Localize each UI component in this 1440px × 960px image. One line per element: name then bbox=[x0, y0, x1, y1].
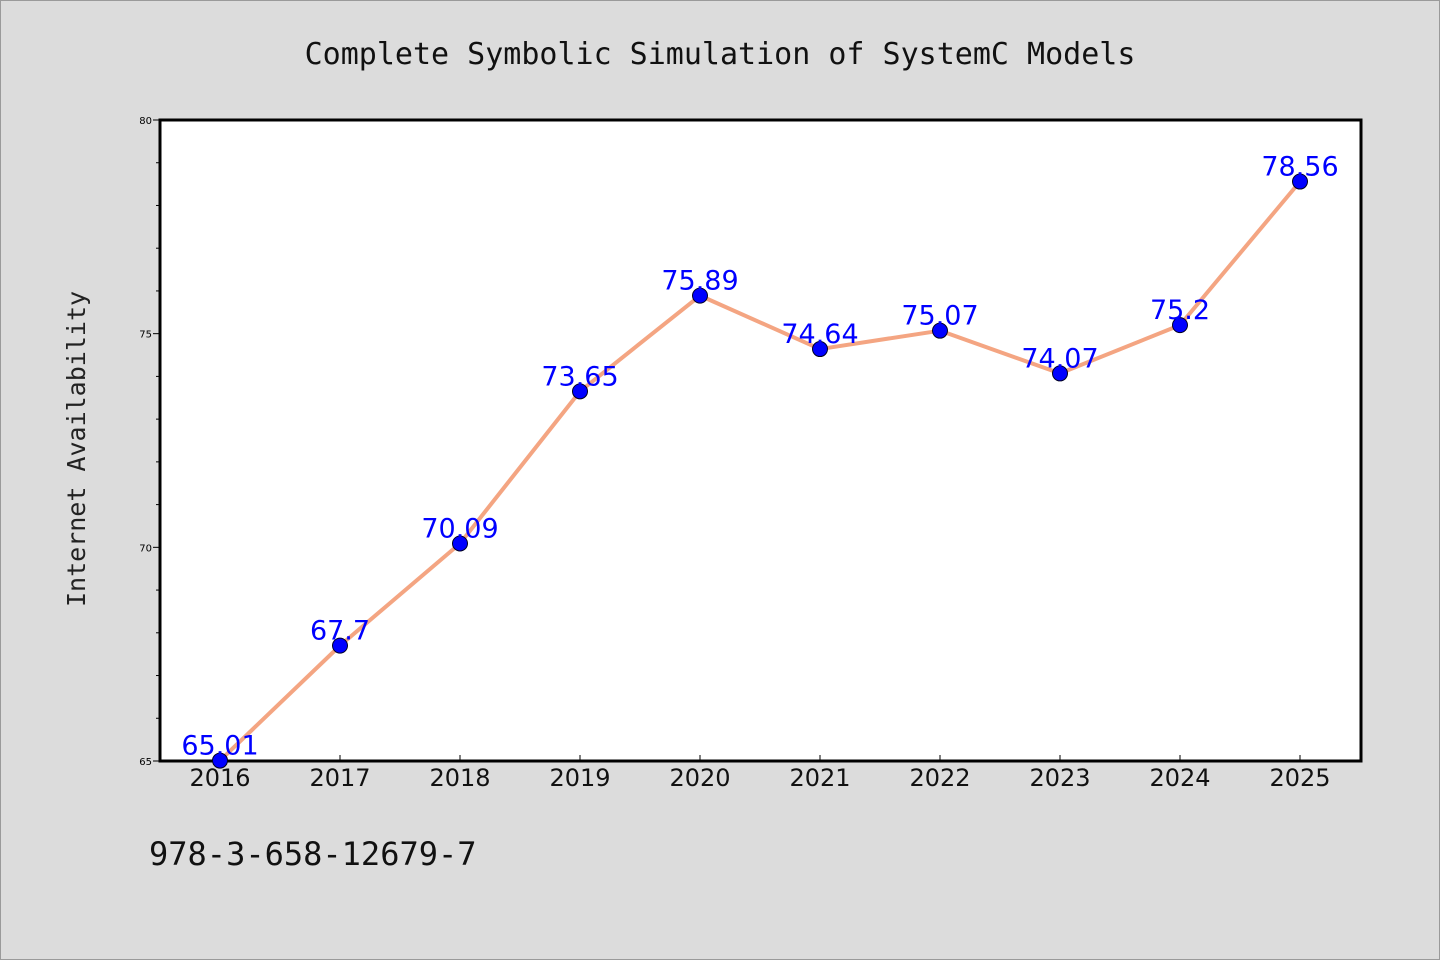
x-tick-label: 2018 bbox=[429, 764, 490, 792]
y-tick-label: 75 bbox=[139, 330, 152, 341]
x-axis-ticks: 2016 2017 2018 2019 2020 2021 2022 2023 2024 2025 bbox=[189, 755, 1331, 792]
data-point bbox=[1292, 173, 1308, 190]
chart-title: Complete Symbolic Simulation of SystemC … bbox=[305, 37, 1136, 72]
y-tick-label: 65 bbox=[139, 757, 152, 768]
data-label: 75.89 bbox=[661, 266, 738, 297]
series-group bbox=[218, 180, 1302, 763]
x-tick-label: 2023 bbox=[1029, 764, 1090, 792]
data-label: 67.7 bbox=[310, 616, 370, 647]
y-axis-ticks: 65 70 75 80 bbox=[139, 116, 160, 768]
x-tick-label: 2024 bbox=[1149, 764, 1210, 792]
data-point bbox=[212, 752, 228, 769]
data-label: 65.01 bbox=[181, 731, 258, 762]
x-tick-label: 2025 bbox=[1269, 764, 1330, 792]
data-point bbox=[812, 341, 828, 358]
y-tick-label: 80 bbox=[139, 116, 152, 127]
x-tick-label: 2022 bbox=[909, 764, 970, 792]
data-label: 75.07 bbox=[901, 301, 978, 332]
data-point bbox=[692, 287, 708, 304]
isbn-footer: 978-3-658-12679-7 bbox=[149, 835, 477, 873]
x-tick-label: 2021 bbox=[789, 764, 850, 792]
x-tick-label: 2019 bbox=[549, 764, 610, 792]
data-point bbox=[1172, 317, 1188, 334]
data-point bbox=[332, 637, 348, 654]
x-tick-label: 2017 bbox=[309, 764, 370, 792]
x-tick-label: 2016 bbox=[189, 764, 250, 792]
x-tick-label: 2020 bbox=[669, 764, 730, 792]
data-point bbox=[1052, 365, 1068, 382]
series-line bbox=[218, 180, 1302, 763]
data-labels-group: 65.01 67.7 70.09 73.65 75.89 74.64 75.07 74.07 7… bbox=[181, 152, 1338, 762]
data-label: 73.65 bbox=[541, 361, 618, 392]
plot-area bbox=[158, 118, 1363, 763]
data-point bbox=[932, 322, 948, 339]
markers-group bbox=[212, 173, 1308, 769]
y-axis-label: Internet Availability bbox=[62, 291, 91, 607]
data-point bbox=[452, 535, 468, 552]
y-tick-label: 70 bbox=[139, 543, 152, 554]
data-label: 75.2 bbox=[1150, 295, 1210, 326]
data-label: 70.09 bbox=[421, 513, 498, 544]
data-label: 74.64 bbox=[781, 319, 858, 350]
data-label: 74.07 bbox=[1021, 343, 1098, 374]
data-label: 78.56 bbox=[1261, 152, 1338, 183]
data-point bbox=[572, 383, 588, 400]
